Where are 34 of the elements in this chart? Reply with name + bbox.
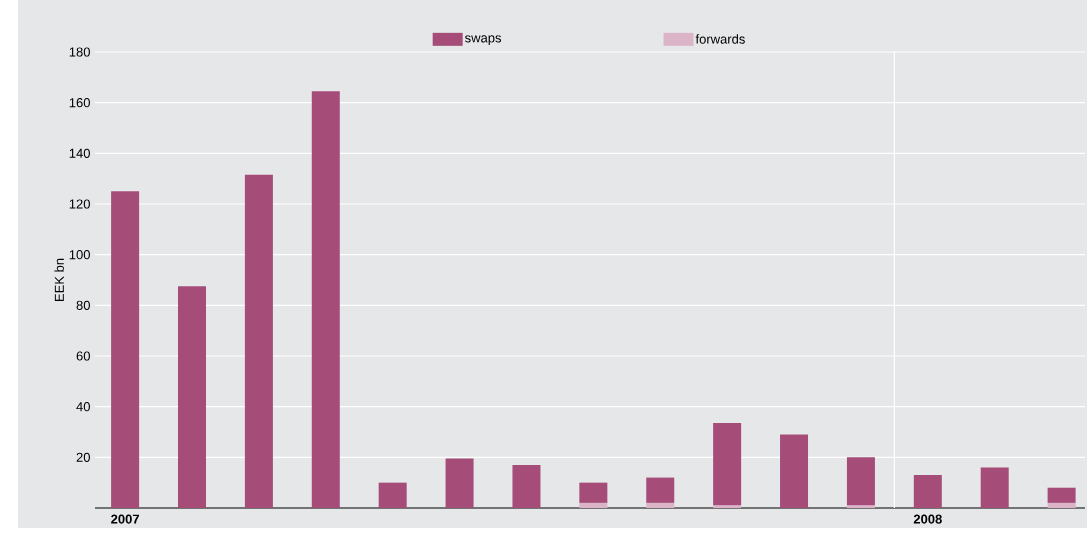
bar — [579, 502, 608, 508]
bar — [445, 458, 474, 508]
y-tick-label: 100 — [69, 250, 90, 260]
bar — [1047, 502, 1076, 508]
bar — [713, 505, 742, 508]
y-tick-label: 20 — [76, 452, 90, 462]
y-tick-label: 140 — [69, 148, 90, 158]
bar — [780, 434, 809, 508]
bar — [579, 482, 608, 503]
y-tick-label: 160 — [69, 98, 90, 108]
y-tick-label: 40 — [76, 402, 90, 412]
x-tick-label: 2008 — [913, 514, 942, 524]
bar — [846, 505, 875, 508]
y-tick-label: 180 — [69, 47, 90, 57]
bar — [646, 477, 675, 503]
y-axis-title: EEK bn — [54, 258, 64, 301]
bar — [913, 475, 942, 508]
bar — [111, 191, 140, 508]
bar — [713, 423, 742, 506]
bar — [646, 502, 675, 508]
y-tick-label: 60 — [76, 351, 90, 361]
legend-label: forwards — [695, 34, 745, 44]
bar — [846, 457, 875, 506]
bar — [980, 467, 1009, 508]
bar — [512, 464, 541, 508]
y-tick-label: 80 — [76, 300, 90, 310]
bar — [378, 482, 407, 508]
bar — [311, 91, 340, 508]
y-tick-label: 120 — [69, 199, 90, 209]
bar — [178, 286, 206, 508]
bar — [1047, 487, 1076, 503]
x-tick-label: 2007 — [111, 514, 139, 524]
legend-label: swaps — [465, 35, 502, 46]
bar — [244, 174, 273, 508]
